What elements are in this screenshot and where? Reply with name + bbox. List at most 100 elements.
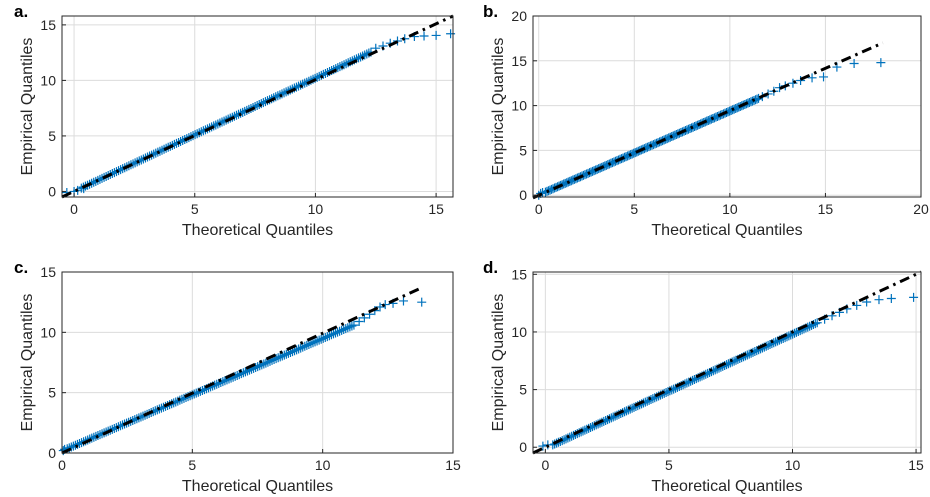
data-point [874, 295, 884, 305]
data-point [220, 376, 230, 386]
data-point [281, 349, 291, 359]
data-point [87, 433, 97, 443]
y-tick-label: 10 [511, 324, 527, 340]
x-tick-label: 15 [428, 201, 444, 217]
data-point [349, 320, 359, 330]
data-point [852, 300, 862, 310]
data-point [271, 92, 281, 102]
y-tick-label: 15 [40, 264, 56, 280]
data-point [251, 362, 261, 372]
data-point [255, 361, 265, 371]
qq-panel-2: 0 5 10 15 20 0 5 10 15 20 Theoretical Quantiles Emp… [483, 2, 929, 239]
data-point [312, 336, 322, 346]
x-tick-label: 10 [308, 201, 324, 217]
data-point [273, 353, 283, 363]
data-point [132, 414, 142, 424]
data-point [328, 329, 338, 339]
data-point [190, 130, 200, 140]
data-point [642, 396, 652, 406]
data-point [238, 368, 248, 378]
data-point [107, 424, 117, 434]
data-point [304, 340, 314, 350]
data-point [318, 333, 328, 343]
data-point [796, 76, 806, 86]
data-point [335, 326, 345, 336]
y-tick-label: 20 [511, 8, 527, 24]
axes-box [61, 15, 454, 198]
data-point [333, 63, 343, 73]
x-axis-label: Theoretical Quantiles [651, 222, 802, 239]
data-point [275, 352, 285, 362]
data-point [398, 296, 408, 306]
data-point [320, 332, 330, 342]
data-point [326, 330, 336, 340]
x-tick-label: 20 [913, 201, 929, 217]
data-point [95, 430, 105, 440]
data-point [565, 432, 575, 442]
y-tick-label: 5 [519, 142, 527, 158]
x-tick-label: 10 [315, 457, 331, 473]
y-tick-label: 5 [519, 382, 527, 398]
data-point [314, 335, 324, 345]
y-axis-label: Empirical Quantiles [19, 38, 36, 176]
qq-panel-1: 0 5 10 15 0 5 10 15 Theoretical Quantiles Empiric… [14, 2, 456, 239]
data-point [569, 430, 579, 440]
data-point [195, 386, 205, 396]
data-point [217, 117, 227, 127]
data-point [259, 359, 269, 369]
data-point [310, 337, 320, 347]
data-point [849, 58, 859, 68]
y-tick-label: 10 [40, 72, 56, 88]
data-point [115, 421, 125, 431]
data-point [316, 334, 326, 344]
data-point [294, 344, 304, 354]
data-point [322, 332, 332, 342]
data-point [277, 89, 287, 99]
panel-label: c. [14, 258, 28, 277]
x-tick-label: 5 [665, 457, 673, 473]
data-point [538, 441, 548, 451]
data-point [786, 330, 796, 340]
data-point [240, 367, 250, 377]
data-point [312, 72, 322, 82]
y-tick-label: 0 [48, 183, 56, 199]
data-point [790, 328, 800, 338]
data-point [731, 355, 741, 365]
data-point [419, 31, 429, 41]
data-point [128, 159, 138, 169]
y-tick-label: 15 [511, 53, 527, 69]
x-tick-label: 0 [70, 201, 78, 217]
qq-panel-4: 0 5 10 15 0 5 10 15 Theoretical Quantiles Empiric… [483, 258, 924, 495]
data-point [431, 30, 441, 40]
x-tick-label: 0 [541, 457, 549, 473]
axes-box [61, 271, 454, 454]
y-tick-label: 10 [511, 98, 527, 114]
y-axis-label: Empirical Quantiles [490, 294, 507, 432]
data-point [582, 424, 592, 434]
data-point [296, 343, 306, 353]
data-point [158, 402, 168, 412]
data-point [298, 342, 308, 352]
data-point [138, 411, 148, 421]
y-tick-label: 0 [519, 439, 527, 455]
data-point [819, 72, 829, 82]
data-point [308, 338, 318, 348]
y-tick-label: 5 [48, 128, 56, 144]
data-point [446, 29, 456, 39]
y-axis-label: Empirical Quantiles [490, 38, 507, 176]
data-point [748, 347, 758, 357]
data-point [134, 156, 144, 166]
x-tick-label: 0 [58, 457, 66, 473]
data-point [279, 350, 289, 360]
data-point [667, 385, 677, 395]
data-point [752, 346, 762, 356]
data-point [354, 316, 364, 326]
data-point [886, 294, 896, 304]
x-axis-label: Theoretical Quantiles [182, 478, 333, 495]
data-point [754, 93, 764, 103]
data-point [608, 412, 618, 422]
data-point [256, 99, 266, 109]
data-point [331, 328, 341, 338]
x-tick-label: 10 [722, 201, 738, 217]
data-point [343, 323, 353, 333]
